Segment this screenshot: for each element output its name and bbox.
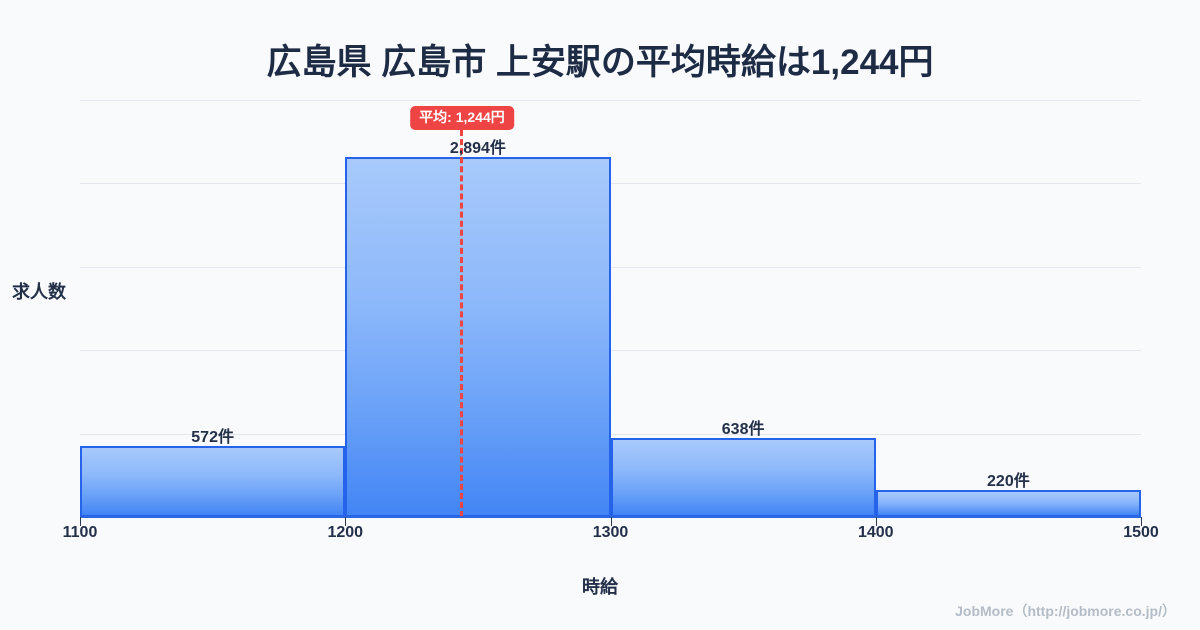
average-dashed-line — [460, 130, 464, 517]
x-axis-tick-mark — [875, 517, 877, 526]
x-axis-tick-mark — [610, 517, 612, 526]
gridline — [80, 350, 1141, 352]
gridline — [80, 433, 1141, 435]
bar-value-label: 220件 — [987, 472, 1030, 490]
gridline — [80, 266, 1141, 268]
histogram-bar — [345, 156, 611, 517]
x-axis-tick-mark — [1141, 517, 1142, 526]
x-axis-tick-mark — [80, 517, 81, 526]
y-axis-title: 求人数 — [12, 282, 66, 302]
plot-area — [80, 100, 1141, 518]
x-axis-tick-label: 1100 — [62, 524, 98, 541]
x-axis-title: 時給 — [582, 577, 618, 597]
x-axis-tick-mark — [345, 517, 347, 526]
gridline — [80, 100, 1141, 101]
bar-value-label: 572件 — [191, 428, 234, 446]
histogram-bar — [80, 445, 346, 517]
gridline — [80, 183, 1141, 185]
x-axis-tick-label: 1500 — [1123, 524, 1159, 541]
x-axis-tick-label: 1400 — [857, 524, 894, 541]
histogram-bar — [610, 437, 876, 517]
page-title: 広島県 広島市 上安駅の平均時給は1,244円 — [266, 43, 934, 82]
bar-value-label: 638件 — [721, 420, 765, 438]
histogram-bar — [875, 489, 1141, 517]
bar-value-label: 2,894件 — [449, 139, 506, 157]
x-axis-tick-label: 1300 — [592, 524, 629, 541]
source-watermark: JobMore（http://jobmore.co.jp/） — [955, 603, 1176, 619]
x-axis-tick-label: 1200 — [327, 524, 364, 541]
average-badge: 平均: 1,244円 — [410, 106, 514, 131]
